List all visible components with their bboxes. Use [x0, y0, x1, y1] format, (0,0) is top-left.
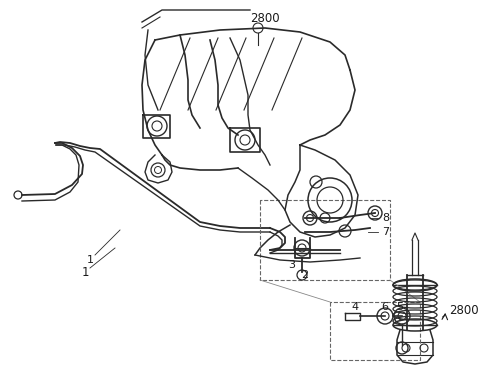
Text: 6: 6: [382, 302, 388, 312]
Text: 4: 4: [351, 302, 359, 312]
Text: 5: 5: [396, 302, 404, 312]
Text: 2: 2: [301, 270, 309, 280]
Text: 1: 1: [86, 255, 94, 265]
Text: 2800: 2800: [250, 12, 280, 25]
Text: 3: 3: [288, 260, 296, 270]
Text: 2800: 2800: [449, 304, 479, 317]
Text: 1: 1: [81, 266, 89, 279]
Text: 7: 7: [382, 227, 389, 237]
Text: 8: 8: [382, 213, 389, 223]
